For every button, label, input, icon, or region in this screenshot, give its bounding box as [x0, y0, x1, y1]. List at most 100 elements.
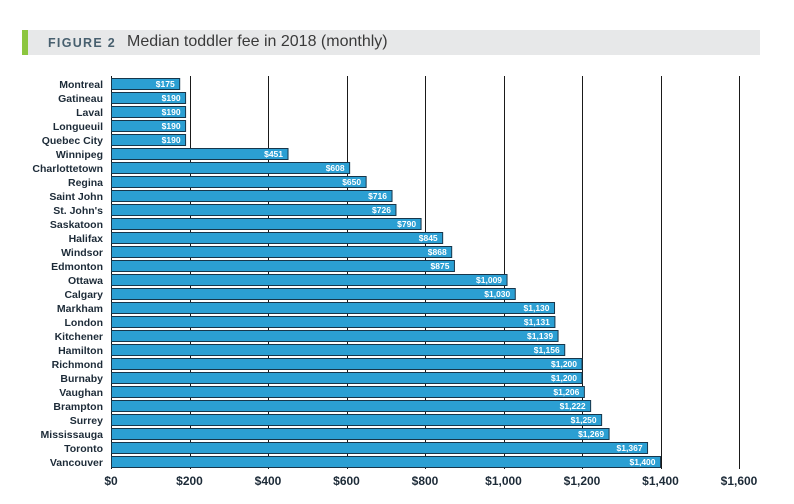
- category-label-edmonton: Edmonton: [51, 261, 103, 273]
- x-tick-label: $600: [333, 474, 360, 488]
- x-tick-label: $1,400: [642, 474, 679, 488]
- bar-laval: [111, 106, 187, 118]
- value-label-london: $1,131: [524, 317, 550, 327]
- category-label-saint-john: Saint John: [49, 191, 103, 203]
- bar-saint-john: [111, 190, 393, 202]
- value-label-winnipeg: $451: [264, 149, 283, 159]
- bars: [111, 78, 661, 468]
- category-label-kitchener: Kitchener: [55, 331, 103, 343]
- bar-vancouver: [111, 456, 661, 468]
- category-label-hamilton: Hamilton: [58, 345, 103, 357]
- bar-markham: [111, 302, 556, 314]
- value-label-markham: $1,130: [524, 303, 550, 313]
- value-label-halifax: $845: [419, 233, 438, 243]
- value-label-st-john-s: $726: [372, 205, 391, 215]
- category-label-brampton: Brampton: [53, 401, 103, 413]
- category-label-charlottetown: Charlottetown: [32, 163, 103, 175]
- bar-toronto: [111, 442, 649, 454]
- bar-burnaby: [111, 372, 583, 384]
- category-label-longueuil: Longueuil: [53, 121, 103, 133]
- value-label-saint-john: $716: [368, 191, 387, 201]
- value-label-windsor: $868: [428, 247, 447, 257]
- value-label-ottawa: $1,009: [476, 275, 502, 285]
- value-label-gatineau: $190: [162, 93, 181, 103]
- value-label-hamilton: $1,156: [534, 345, 560, 355]
- category-label-toronto: Toronto: [64, 443, 103, 455]
- x-tick-label: $200: [176, 474, 203, 488]
- bar-surrey: [111, 414, 603, 426]
- category-label-vancouver: Vancouver: [50, 457, 103, 469]
- value-label-vancouver: $1,400: [630, 457, 656, 467]
- bar-london: [111, 316, 556, 328]
- bar-richmond: [111, 358, 583, 370]
- chart-title: Median toddler fee in 2018 (monthly): [127, 33, 388, 50]
- bar-winnipeg: [111, 148, 289, 160]
- value-label-surrey: $1,250: [571, 415, 597, 425]
- bar-ottawa: [111, 274, 508, 286]
- bar-hamilton: [111, 344, 566, 356]
- category-label-quebec-city: Quebec City: [42, 135, 103, 147]
- value-label-saskatoon: $790: [397, 219, 416, 229]
- value-labels: $175 $190 $190 $190 $190 $451 $608 $650 $716 $726…: [156, 79, 656, 467]
- value-label-edmonton: $875: [431, 261, 450, 271]
- category-label-london: London: [65, 317, 103, 329]
- figure-header: FIGURE 2 Median toddler fee in 2018 (mon…: [22, 30, 760, 55]
- value-label-calgary: $1,030: [484, 289, 510, 299]
- bar-saskatoon: [111, 218, 422, 230]
- bar-kitchener: [111, 330, 559, 342]
- value-label-burnaby: $1,200: [551, 373, 577, 383]
- category-label-calgary: Calgary: [64, 289, 103, 301]
- value-label-toronto: $1,367: [617, 443, 643, 453]
- bar-gatineau: [111, 92, 187, 104]
- category-label-halifax: Halifax: [69, 233, 104, 245]
- category-label-ottawa: Ottawa: [68, 275, 103, 287]
- x-tick-label: $1,000: [485, 474, 522, 488]
- category-label-regina: Regina: [68, 177, 103, 189]
- value-label-brampton: $1,222: [560, 401, 586, 411]
- category-label-winnipeg: Winnipeg: [56, 149, 103, 161]
- bar-mississauga: [111, 428, 610, 440]
- category-label-surrey: Surrey: [70, 415, 103, 427]
- figure-accent-bar: [22, 30, 28, 55]
- bar-vaughan: [111, 386, 585, 398]
- bar-brampton: [111, 400, 592, 412]
- bar-longueuil: [111, 120, 187, 132]
- bar-halifax: [111, 232, 444, 244]
- category-label-windsor: Windsor: [61, 247, 103, 259]
- bar-windsor: [111, 246, 453, 258]
- bar-edmonton: [111, 260, 455, 272]
- value-label-vaughan: $1,206: [553, 387, 579, 397]
- value-label-longueuil: $190: [162, 121, 181, 131]
- value-label-richmond: $1,200: [551, 359, 577, 369]
- x-tick-label: $1,200: [564, 474, 601, 488]
- value-label-kitchener: $1,139: [527, 331, 553, 341]
- x-tick-label: $0: [104, 474, 118, 488]
- x-tick-label: $800: [412, 474, 439, 488]
- x-tick-label: $400: [255, 474, 282, 488]
- bar-quebec-city: [111, 134, 187, 146]
- figure-number: FIGURE 2: [48, 36, 117, 50]
- x-tick-label: $1,600: [721, 474, 758, 488]
- bar-charlottetown: [111, 162, 351, 174]
- value-label-regina: $650: [342, 177, 361, 187]
- bar-montreal: [111, 78, 181, 90]
- value-label-charlottetown: $608: [326, 163, 345, 173]
- category-label-markham: Markham: [57, 303, 103, 315]
- value-label-montreal: $175: [156, 79, 175, 89]
- category-label-gatineau: Gatineau: [58, 93, 103, 105]
- x-axis-tick-labels: $0 $200 $400 $600 $800 $1,000 $1,200 $1,400 $1,6…: [104, 474, 757, 488]
- category-label-montreal: Montreal: [59, 79, 103, 91]
- bar-regina: [111, 176, 367, 188]
- bar-calgary: [111, 288, 516, 300]
- category-label-laval: Laval: [76, 107, 103, 119]
- bar-st-john-s: [111, 204, 397, 216]
- category-label-st-john-s: St. John's: [53, 205, 103, 217]
- value-label-laval: $190: [162, 107, 181, 117]
- category-label-richmond: Richmond: [52, 359, 103, 371]
- value-label-quebec-city: $190: [162, 135, 181, 145]
- category-label-burnaby: Burnaby: [60, 373, 103, 385]
- category-label-mississauga: Mississauga: [41, 429, 104, 441]
- gridlines: [111, 76, 740, 469]
